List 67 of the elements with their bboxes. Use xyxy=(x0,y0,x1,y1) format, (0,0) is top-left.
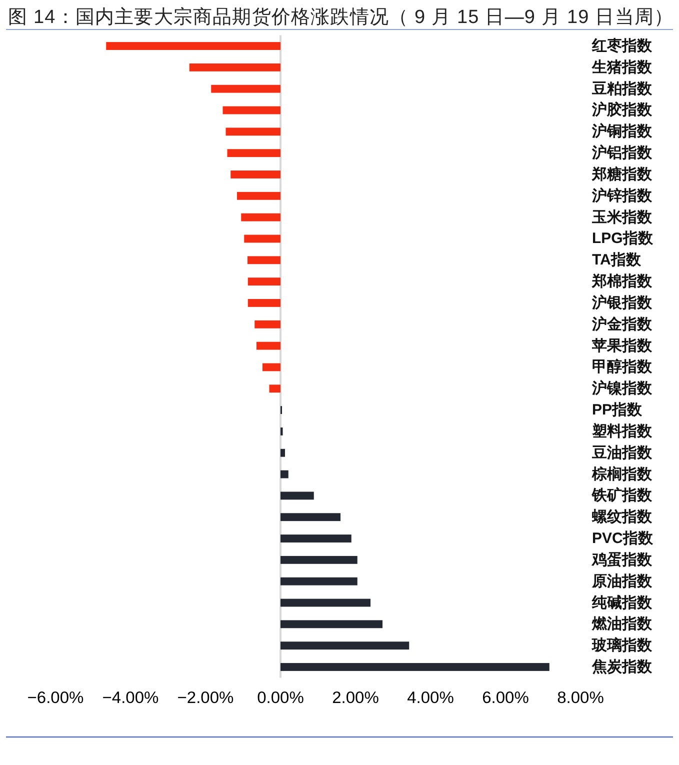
x-tick-label: 0.00% xyxy=(257,689,304,707)
bar xyxy=(280,642,410,650)
y-tick-label: 豆油指数 xyxy=(591,444,653,462)
bar xyxy=(280,470,288,478)
y-tick-label: 塑料指数 xyxy=(591,422,653,440)
y-tick-label: 纯碱指数 xyxy=(591,594,653,612)
y-tick-label: 豆粕指数 xyxy=(591,80,653,98)
bar xyxy=(106,42,280,50)
bar xyxy=(280,513,340,522)
bar xyxy=(227,149,280,158)
y-tick-label: 甲醇指数 xyxy=(592,358,653,376)
y-tick-label: 玻璃指数 xyxy=(591,636,653,654)
bar xyxy=(280,448,285,457)
y-tick-label: TA指数 xyxy=(592,252,642,269)
y-tick-label: PVC指数 xyxy=(592,530,654,548)
y-tick-label: 生猪指数 xyxy=(591,58,653,76)
y-tick-label: 苹果指数 xyxy=(591,337,653,354)
y-tick-label: 红枣指数 xyxy=(591,38,653,55)
y-tick-label: 沪胶指数 xyxy=(591,100,653,119)
bar xyxy=(256,342,280,350)
y-tick-label: 鸡蛋指数 xyxy=(591,551,653,568)
y-tick-label: 沪金指数 xyxy=(591,314,653,333)
y-tick-label: 铁矿指数 xyxy=(591,486,653,504)
x-tick-label: 6.00% xyxy=(482,689,530,707)
bar xyxy=(280,534,352,542)
y-tick-label: 螺纹指数 xyxy=(591,508,653,526)
y-tick-label: 焦炭指数 xyxy=(591,658,653,676)
y-tick-label: 沪锌指数 xyxy=(591,186,653,204)
bar xyxy=(280,492,314,500)
bar xyxy=(241,213,280,222)
bar xyxy=(280,663,550,671)
x-tick-label: 2.00% xyxy=(332,689,380,707)
x-tick-label: −4.00% xyxy=(102,689,160,707)
y-tick-label: 棕榈指数 xyxy=(591,464,653,483)
y-tick-label: 沪铝指数 xyxy=(591,144,653,162)
bar xyxy=(280,598,370,607)
bar xyxy=(280,556,358,564)
bar xyxy=(226,128,280,136)
bar xyxy=(254,320,280,328)
chart-title: 图 14：国内主要大宗商品期货价格涨跌情况（ 9 月 15 日—9 月 19 日当周） xyxy=(8,6,674,28)
y-tick-label: 玉米指数 xyxy=(591,208,653,226)
y-tick-label: 燃油指数 xyxy=(591,616,653,633)
x-tick-label: 8.00% xyxy=(557,689,604,707)
bar xyxy=(248,299,280,307)
bar xyxy=(244,234,280,243)
y-tick-label: 沪银指数 xyxy=(591,293,653,312)
y-tick-label: 郑棉指数 xyxy=(591,273,653,290)
bar xyxy=(222,106,280,114)
y-tick-label: 郑糖指数 xyxy=(591,166,653,183)
bar xyxy=(248,278,280,286)
y-tick-label: 沪镍指数 xyxy=(591,379,653,398)
y-tick-label: LPG指数 xyxy=(592,230,654,248)
bar xyxy=(269,384,280,393)
x-tick-label: 4.00% xyxy=(407,689,454,707)
y-tick-label: 原油指数 xyxy=(591,572,653,590)
bar xyxy=(189,63,280,72)
x-tick-label: −6.00% xyxy=(27,689,84,707)
bar xyxy=(230,170,280,178)
y-tick-label: PP指数 xyxy=(592,402,644,419)
x-tick-label: −2.00% xyxy=(177,689,234,707)
bar xyxy=(262,363,280,372)
bar xyxy=(280,577,358,586)
bar xyxy=(237,192,280,200)
bar xyxy=(248,256,280,264)
y-tick-label: 沪铜指数 xyxy=(591,122,653,140)
bar xyxy=(211,84,280,93)
bar xyxy=(280,620,382,628)
